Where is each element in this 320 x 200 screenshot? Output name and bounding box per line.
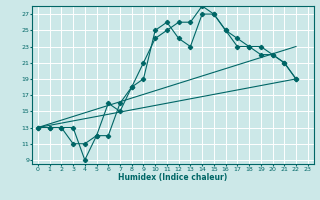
X-axis label: Humidex (Indice chaleur): Humidex (Indice chaleur) — [118, 173, 228, 182]
